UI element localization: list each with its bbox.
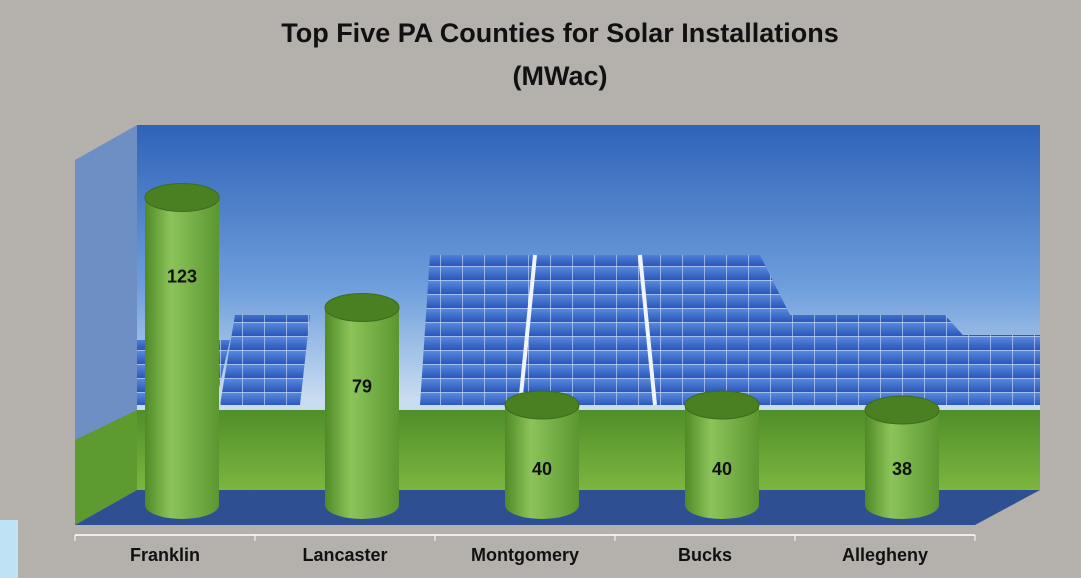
x-tick-label: Lancaster <box>302 545 387 565</box>
value-label: 40 <box>532 459 552 479</box>
cylinder-top <box>505 391 579 419</box>
x-tick-label: Bucks <box>678 545 732 565</box>
cylinder-top <box>145 184 219 212</box>
x-tick-label: Franklin <box>130 545 200 565</box>
page: {"chart_data": {"type": "bar", "title": … <box>0 0 1081 578</box>
value-label: 40 <box>712 459 732 479</box>
value-label: 123 <box>167 266 197 286</box>
cylinder-top <box>685 391 759 419</box>
x-tick-label: Allegheny <box>842 545 928 565</box>
cylinder <box>325 308 399 520</box>
edge-decoration <box>0 520 18 578</box>
cylinder-top <box>865 396 939 424</box>
cylinder <box>145 198 219 520</box>
chart-title: Top Five PA Counties for Solar Installat… <box>281 18 839 48</box>
value-label: 79 <box>352 376 372 396</box>
cylinder-top <box>325 294 399 322</box>
solar-panel <box>220 315 310 405</box>
chart: Top Five PA Counties for Solar Installat… <box>0 0 1081 578</box>
chart-subtitle: (MWac) <box>513 61 608 91</box>
value-label: 38 <box>892 459 912 479</box>
x-tick-label: Montgomery <box>471 545 579 565</box>
